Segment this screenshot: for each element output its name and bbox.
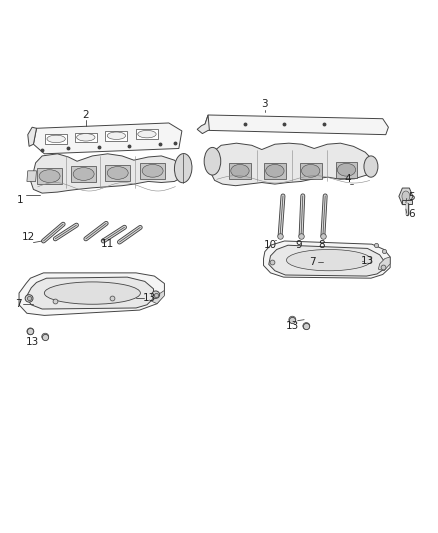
Polygon shape [378,257,390,271]
Ellipse shape [25,295,33,302]
Text: 3: 3 [261,99,268,109]
Text: 1: 1 [17,195,24,205]
Text: 12: 12 [21,232,35,243]
Polygon shape [19,273,164,316]
Text: 7: 7 [310,257,316,267]
Polygon shape [402,199,412,204]
Ellipse shape [77,134,95,141]
Polygon shape [336,162,357,177]
Ellipse shape [174,154,192,183]
Ellipse shape [289,316,296,323]
Polygon shape [106,131,127,141]
Text: 13: 13 [142,293,156,303]
Text: 4: 4 [345,174,351,184]
Polygon shape [210,143,372,185]
Polygon shape [28,127,36,147]
Polygon shape [45,134,67,144]
Ellipse shape [27,328,34,335]
Polygon shape [75,133,97,142]
Ellipse shape [364,156,378,177]
Text: 6: 6 [408,209,414,220]
Polygon shape [197,115,209,134]
Polygon shape [71,166,96,182]
Ellipse shape [138,131,156,138]
Text: 13: 13 [286,321,299,331]
Polygon shape [264,163,286,179]
Ellipse shape [301,165,320,177]
Polygon shape [33,123,182,154]
Polygon shape [106,165,130,181]
Text: 13: 13 [26,337,39,347]
Ellipse shape [337,164,356,176]
Ellipse shape [142,165,163,177]
Ellipse shape [266,165,284,177]
Ellipse shape [42,333,49,340]
Polygon shape [264,241,390,278]
Polygon shape [399,188,413,205]
Text: 13: 13 [361,256,374,266]
Polygon shape [151,290,164,304]
Polygon shape [27,171,36,181]
Text: 8: 8 [318,240,325,250]
Text: 2: 2 [82,110,89,120]
Polygon shape [30,154,182,193]
Ellipse shape [107,132,126,140]
Text: 5: 5 [408,192,414,203]
Text: 9: 9 [296,240,302,250]
Polygon shape [205,115,389,135]
Text: 10: 10 [264,240,277,250]
Polygon shape [269,245,385,276]
Ellipse shape [152,291,159,298]
Ellipse shape [303,322,310,329]
Ellipse shape [402,191,410,201]
Polygon shape [141,163,165,179]
Polygon shape [300,163,321,179]
Ellipse shape [204,148,221,175]
Ellipse shape [73,167,94,180]
Ellipse shape [286,249,371,271]
Ellipse shape [107,166,128,179]
Ellipse shape [39,169,60,182]
Text: 7: 7 [15,298,21,309]
Polygon shape [229,163,251,179]
Polygon shape [37,168,62,184]
Ellipse shape [231,165,249,177]
Ellipse shape [44,282,141,304]
Text: 11: 11 [101,239,114,249]
Polygon shape [136,130,158,139]
Polygon shape [26,277,153,309]
Ellipse shape [47,135,65,143]
